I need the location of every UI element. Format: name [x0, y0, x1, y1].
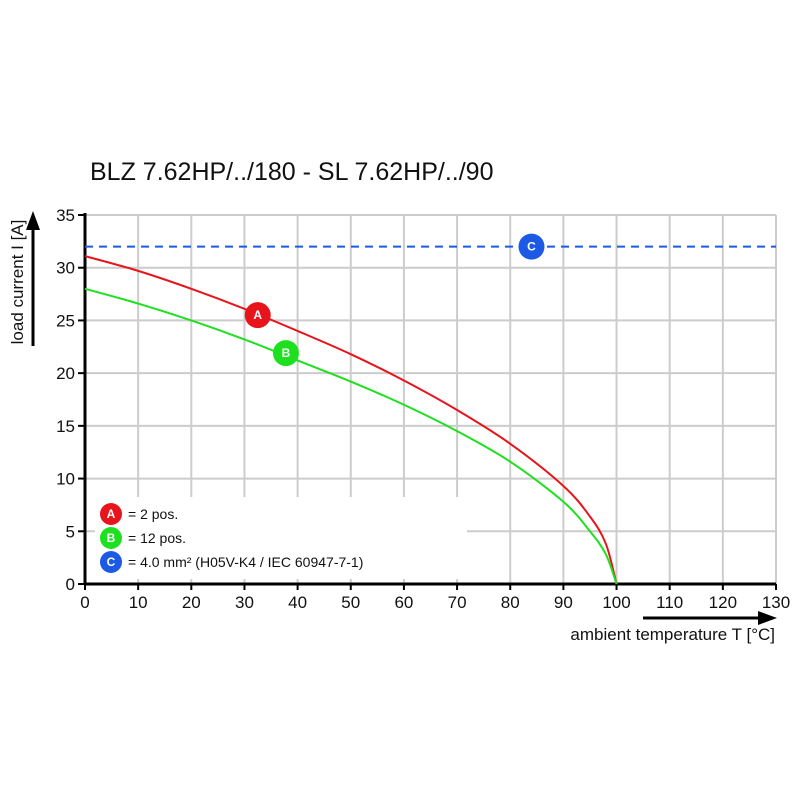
- series-marker-b-label: B: [282, 346, 291, 360]
- y-axis-label: load current I [A]: [8, 220, 27, 345]
- legend-badge-a: A: [100, 503, 122, 525]
- legend-text-a: = 2 pos.: [128, 506, 178, 522]
- series-marker-c: C: [518, 233, 545, 260]
- series-marker-b-circle: [272, 340, 299, 367]
- y-axis-arrowhead: [26, 211, 40, 230]
- x-tick-label: 20: [182, 593, 201, 612]
- series-line-a: [84, 255, 618, 585]
- x-tick-label: 30: [235, 593, 254, 612]
- legend-text-c: = 4.0 mm² (H05V-K4 / IEC 60947-7-1): [128, 554, 363, 570]
- series-line-b: [84, 287, 618, 585]
- legend-badge-c-label: C: [107, 555, 116, 569]
- series-marker-a-circle: [244, 302, 271, 329]
- legend-badge-b-circle: [100, 527, 122, 549]
- series-marker-a-label: A: [253, 308, 262, 322]
- x-axis-label: ambient temperature T [°C]: [570, 625, 775, 644]
- legend-badge-b-label: B: [107, 531, 116, 545]
- y-tick-label: 30: [56, 259, 75, 278]
- y-tick-label: 25: [56, 311, 75, 330]
- x-tick-label: 40: [288, 593, 307, 612]
- legend-badge-b: B: [100, 527, 122, 549]
- x-tick-label: 90: [554, 593, 573, 612]
- series-marker-b: B: [272, 340, 299, 367]
- series-marker-c-label: C: [527, 240, 536, 254]
- legend-badge-a-circle: [100, 503, 122, 525]
- legend-badge-c: C: [100, 551, 122, 573]
- x-tick-label: 0: [80, 593, 89, 612]
- x-tick-label: 80: [501, 593, 520, 612]
- x-tick-label: 120: [709, 593, 737, 612]
- x-tick-label: 10: [129, 593, 148, 612]
- y-tick-label: 15: [56, 417, 75, 436]
- x-tick-label: 130: [762, 593, 790, 612]
- x-tick-label: 110: [656, 593, 683, 612]
- legend-background: [95, 497, 467, 579]
- series-marker-a: A: [244, 302, 271, 329]
- y-tick-label: 0: [66, 575, 75, 594]
- x-tick-label: 70: [448, 593, 467, 612]
- x-axis-arrowhead: [758, 611, 777, 625]
- x-tick-label: 60: [394, 593, 413, 612]
- y-tick-label: 20: [56, 364, 75, 383]
- legend-badge-a-label: A: [107, 507, 116, 521]
- chart-title: BLZ 7.62HP/../180 - SL 7.62HP/../90: [90, 158, 494, 186]
- y-tick-label: 10: [56, 470, 75, 489]
- x-tick-label: 50: [341, 593, 360, 612]
- y-tick-label: 5: [66, 522, 75, 541]
- legend-text-b: = 12 pos.: [128, 530, 186, 546]
- legend-badge-c-circle: [100, 551, 122, 573]
- series-marker-c-circle: [518, 233, 545, 260]
- x-tick-label: 100: [602, 593, 630, 612]
- y-tick-label: 35: [56, 206, 75, 225]
